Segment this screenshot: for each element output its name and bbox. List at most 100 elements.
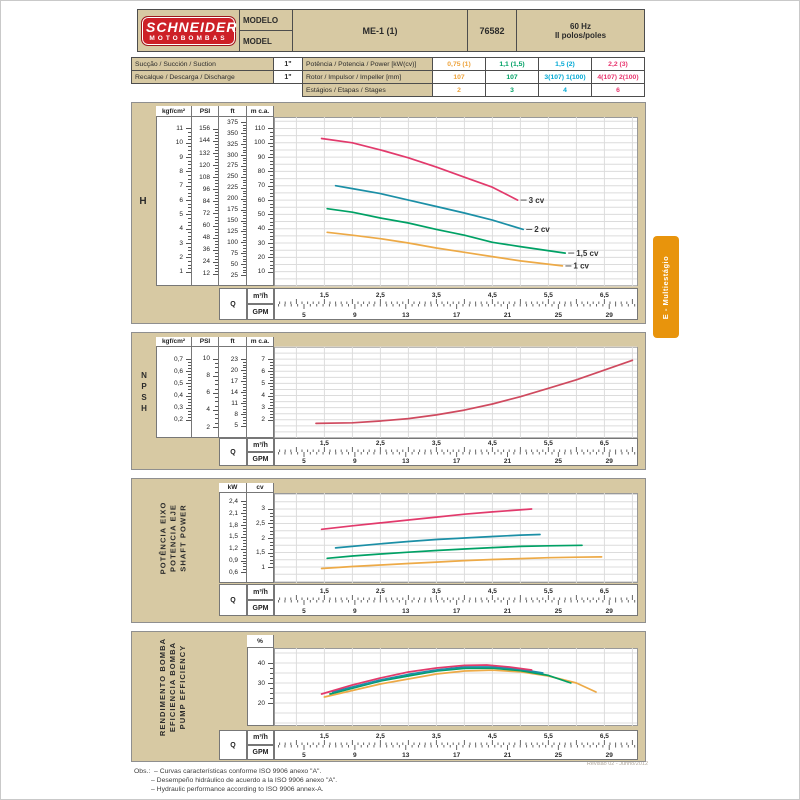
npsh-axis-tick: [268, 407, 273, 409]
npsh-axis-minor-tick: [188, 401, 191, 403]
h-axis-minor-tick: [243, 171, 246, 173]
stages-row-label: Estágios / Etapas / Stages: [302, 83, 433, 97]
eff-axis-tick-label: 30: [257, 679, 265, 687]
h-axis-tick-label: 2: [179, 253, 183, 261]
npsh-axis-tick-label: 8: [206, 372, 210, 380]
npsh-m3h-cell: m³/h: [247, 438, 274, 452]
h-axis-tick-label: 50: [257, 210, 265, 218]
h-axis-minor-tick: [243, 272, 246, 274]
svg-text:1 cv: 1 cv: [573, 262, 589, 271]
power-axis-tick: [268, 538, 273, 539]
h-axis-minor-tick: [270, 189, 273, 191]
svg-text:17: 17: [453, 608, 461, 615]
power-axis-minor-tick: [243, 569, 246, 571]
npsh-axis-minor-tick: [270, 374, 273, 376]
modelo-label: MODELO: [239, 9, 293, 31]
discharge-value: 1": [273, 70, 303, 84]
discharge-label: Recalque / Descarga / Discharge: [131, 70, 274, 84]
brand-subname: MOTOBOMBAS: [149, 34, 228, 42]
svg-text:29: 29: [606, 608, 614, 615]
h-axis-minor-tick: [215, 171, 218, 173]
npsh-axis-minor-tick: [270, 386, 273, 388]
npsh-axis-minor-tick: [215, 388, 218, 390]
h-axis-minor-tick: [215, 243, 218, 245]
npsh-axis-minor-tick: [215, 371, 218, 373]
h-axis-minor-tick: [188, 232, 191, 234]
h-axis-tick-label: 132: [199, 149, 210, 157]
h-axis-minor-tick: [243, 266, 246, 268]
power-axis-minor-tick: [243, 507, 246, 509]
svg-text:21: 21: [504, 608, 512, 615]
power-axis-minor-tick: [270, 556, 273, 558]
svg-text:1,5 cv: 1,5 cv: [576, 249, 599, 258]
power-axis-minor-tick: [270, 548, 273, 550]
frequency: 60 Hz: [570, 21, 591, 31]
impeller-value: 3(107) 1(100): [538, 70, 592, 84]
power-axis-minor-tick: [270, 534, 273, 536]
npsh-axis-minor-tick: [270, 377, 273, 379]
h-scale-header: ft: [219, 106, 247, 117]
h-axis-tick: [268, 171, 273, 173]
stages-value: 2: [432, 83, 486, 97]
h-axis-tick-label: 20: [257, 253, 265, 261]
npsh-axis-tick: [186, 419, 191, 421]
h-axis-tick: [241, 165, 246, 167]
npsh-axis-tick-label: 0,4: [173, 392, 183, 400]
svg-text:5: 5: [302, 608, 306, 615]
svg-text:29: 29: [606, 312, 614, 319]
npsh-axis-tick: [213, 392, 218, 394]
h-axis-minor-tick: [270, 203, 273, 205]
h-axis-tick-label: 375: [227, 118, 238, 126]
svg-text:29: 29: [606, 752, 614, 759]
h-panel-label: H: [139, 196, 147, 207]
power-axis-minor-tick: [243, 519, 246, 521]
svg-text:1,5: 1,5: [320, 292, 329, 299]
h-axis-minor-tick: [215, 255, 218, 257]
eff-scale-col: [247, 648, 274, 726]
svg-text:1,5: 1,5: [320, 440, 329, 447]
frequency-cell: 60 Hz II polos/poles: [516, 9, 645, 52]
eff-panel-label-text: RENDIMENTO BOMBA EFICIENCIA BOMBA PUMP EFF…: [158, 637, 188, 737]
npsh-axis-minor-tick: [215, 414, 218, 416]
h-scale-header: PSI: [192, 106, 219, 117]
npsh-scale-col: [247, 347, 274, 438]
power-value: 0,75 (1): [432, 57, 486, 71]
eff-axis-minor-tick: [270, 688, 273, 689]
npsh-axis-minor-tick: [188, 374, 191, 376]
h-axis-minor-tick: [215, 186, 218, 188]
npsh-axis-minor-tick: [243, 389, 246, 391]
npsh-axis-minor-tick: [215, 367, 218, 369]
h-axis-minor-tick: [215, 216, 218, 218]
eff-gpm-ruler: 5 9 13 17 21 25 29: [278, 745, 636, 759]
h-axis-tick: [213, 249, 218, 251]
npsh-axis-tick-label: 5: [261, 379, 265, 387]
h-axis-minor-tick: [270, 246, 273, 248]
power-axis-minor-tick: [243, 563, 246, 565]
h-axis-minor-tick: [243, 168, 246, 170]
power-panel-label-text: POTÊNCIA EIXO POTENCIA EJE SHAFT POWER: [158, 501, 187, 575]
npsh-axis-tick-label: 8: [234, 410, 238, 418]
h-axis-minor-tick: [215, 222, 218, 224]
h-axis-minor-tick: [270, 221, 273, 223]
brand-name: SCHNEIDER: [146, 18, 238, 35]
svg-text:6,5: 6,5: [600, 733, 609, 740]
h-axis-tick-label: 325: [227, 140, 238, 148]
h-axis-tick: [268, 157, 273, 159]
h-axis-tick: [213, 177, 218, 179]
h-axis-minor-tick: [270, 175, 273, 176]
h-axis-minor-tick: [188, 221, 191, 223]
power-axis-tick: [241, 572, 246, 574]
eff-axis-minor-tick: [270, 668, 273, 669]
h-axis-minor-tick: [270, 178, 273, 180]
h-axis-minor-tick: [215, 252, 218, 254]
npsh-q-cell: Q: [219, 438, 247, 466]
obs-label: Obs.:: [134, 768, 151, 775]
h-axis-minor-tick: [188, 264, 191, 266]
power-axis-minor-tick: [270, 559, 273, 561]
svg-text:17: 17: [453, 752, 461, 759]
svg-text:25: 25: [555, 312, 563, 319]
svg-text:4,5: 4,5: [488, 440, 497, 447]
npsh-axis-minor-tick: [270, 392, 273, 394]
h-axis-tick: [241, 275, 246, 277]
